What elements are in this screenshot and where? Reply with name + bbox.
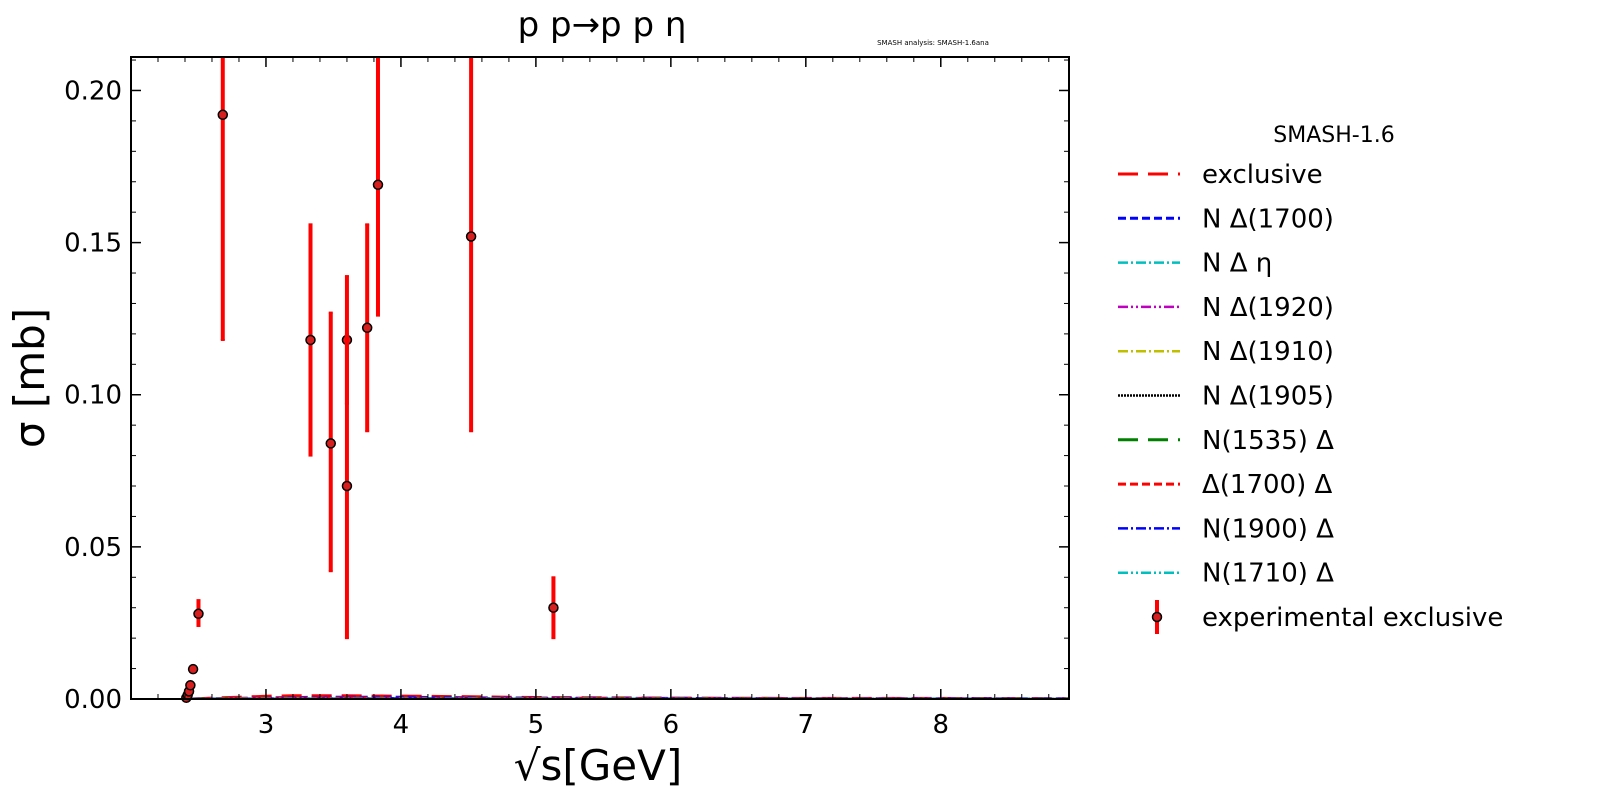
data-point bbox=[217, 109, 229, 121]
watermark: SMASH analysis: SMASH-1.6ana bbox=[877, 39, 989, 47]
data-point bbox=[361, 322, 373, 334]
y-axis: 0.00 0.05 0.10 0.15 0.20 bbox=[64, 59, 1069, 715]
x-tick-label: 5 bbox=[528, 710, 545, 740]
x-tick-label: 7 bbox=[798, 710, 815, 740]
data-point bbox=[465, 231, 477, 242]
x-tick-label: 4 bbox=[393, 710, 410, 740]
x-tick-label: 3 bbox=[258, 710, 275, 740]
legend: SMASH-1.6 exclusive N Δ(1700) N Δ η N Δ(192… bbox=[1118, 123, 1503, 634]
experimental-points bbox=[181, 57, 559, 704]
legend-label: N(1535) Δ bbox=[1202, 426, 1334, 456]
data-point bbox=[187, 663, 199, 675]
legend-label: exclusive bbox=[1202, 160, 1323, 190]
legend-label: N Δ(1905) bbox=[1202, 382, 1334, 412]
data-point bbox=[372, 179, 384, 191]
x-tick-label: 6 bbox=[663, 710, 680, 740]
y-tick-label: 0.10 bbox=[64, 381, 122, 411]
y-tick-label: 0.15 bbox=[64, 229, 122, 259]
data-point bbox=[193, 608, 204, 620]
legend-label: N Δ(1920) bbox=[1202, 293, 1334, 323]
legend-label: N(1900) Δ bbox=[1202, 514, 1334, 544]
chart-title: p p→p p η bbox=[518, 5, 687, 45]
legend-marker bbox=[1151, 611, 1163, 623]
x-axis-label: √s[GeV] bbox=[514, 741, 683, 790]
legend-label: N Δ(1910) bbox=[1202, 337, 1334, 367]
data-point bbox=[341, 480, 353, 492]
legend-label: N Δ(1700) bbox=[1202, 204, 1334, 234]
legend-label: experimental exclusive bbox=[1202, 603, 1503, 633]
x-tick-label: 8 bbox=[933, 710, 950, 740]
y-tick-label: 0.00 bbox=[64, 685, 122, 715]
legend-title: SMASH-1.6 bbox=[1273, 123, 1394, 148]
data-point bbox=[305, 334, 316, 346]
x-axis: 3 4 5 6 7 8 bbox=[157, 57, 1050, 740]
legend-label: N Δ η bbox=[1202, 249, 1272, 279]
legend-label: N(1710) Δ bbox=[1202, 559, 1334, 589]
plot-frame bbox=[130, 56, 1070, 700]
data-point bbox=[548, 602, 559, 613]
y-tick-label: 0.20 bbox=[64, 76, 122, 106]
legend-label: Δ(1700) Δ bbox=[1202, 470, 1333, 500]
data-point bbox=[325, 438, 336, 449]
y-axis-label: σ [mb] bbox=[5, 308, 54, 448]
y-tick-label: 0.05 bbox=[64, 533, 122, 563]
data-point bbox=[185, 680, 196, 691]
